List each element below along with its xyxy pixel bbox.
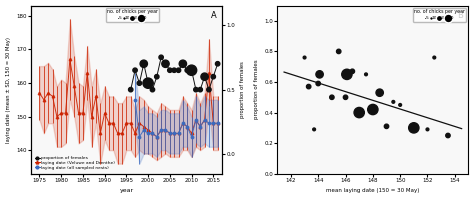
Point (188, 69, 195, 72)
X-axis label: year: year (119, 188, 134, 193)
Point (383, 125, 390, 128)
Point (153, 75, 161, 78)
Point (183, 69, 191, 72)
X-axis label: mean laying date (150 = 30 May): mean laying date (150 = 30 May) (326, 188, 419, 193)
Point (343, 73, 351, 76)
Text: B: B (457, 11, 463, 20)
Point (410, 126, 418, 130)
Point (170, 69, 178, 72)
Point (162, 62, 169, 65)
Point (362, 73, 370, 76)
Point (149, 88, 156, 91)
Point (342, 96, 349, 99)
Point (214, 62, 221, 65)
Legend: 5, 10, 20, 30: 5, 10, 20, 30 (413, 8, 466, 22)
Point (424, 128, 431, 131)
Point (144, 82, 152, 85)
Legend: 5, 10, 20, 30: 5, 10, 20, 30 (106, 8, 159, 22)
Y-axis label: proportion of females: proportion of females (254, 60, 259, 119)
Point (166, 69, 173, 72)
Text: A: A (210, 11, 216, 20)
Y-axis label: proportion of females: proportion of females (240, 61, 246, 118)
Point (175, 69, 182, 72)
Point (305, 85, 312, 88)
Point (210, 75, 217, 78)
Point (127, 88, 135, 91)
Point (376, 91, 383, 94)
Point (369, 108, 377, 111)
Point (314, 82, 322, 85)
Point (196, 88, 204, 91)
Point (179, 62, 187, 65)
Legend: proportion of females, laying date (Veluwe and Drenthe), laying date (all sample: proportion of females, laying date (Velu… (33, 154, 117, 172)
Point (335, 50, 343, 53)
Point (348, 70, 356, 73)
Point (310, 128, 318, 131)
Point (157, 56, 165, 59)
Point (205, 88, 213, 91)
Point (430, 56, 438, 59)
Point (356, 111, 363, 114)
Point (301, 56, 309, 59)
Point (192, 88, 200, 91)
Y-axis label: laying date (mean ± SD, 150 = 30 May): laying date (mean ± SD, 150 = 30 May) (6, 37, 10, 143)
Point (316, 73, 323, 76)
Point (201, 75, 209, 78)
Point (136, 82, 143, 85)
Point (328, 96, 336, 99)
Point (131, 69, 139, 72)
Point (390, 100, 397, 103)
Point (444, 134, 452, 137)
Point (140, 62, 147, 65)
Point (396, 103, 404, 106)
